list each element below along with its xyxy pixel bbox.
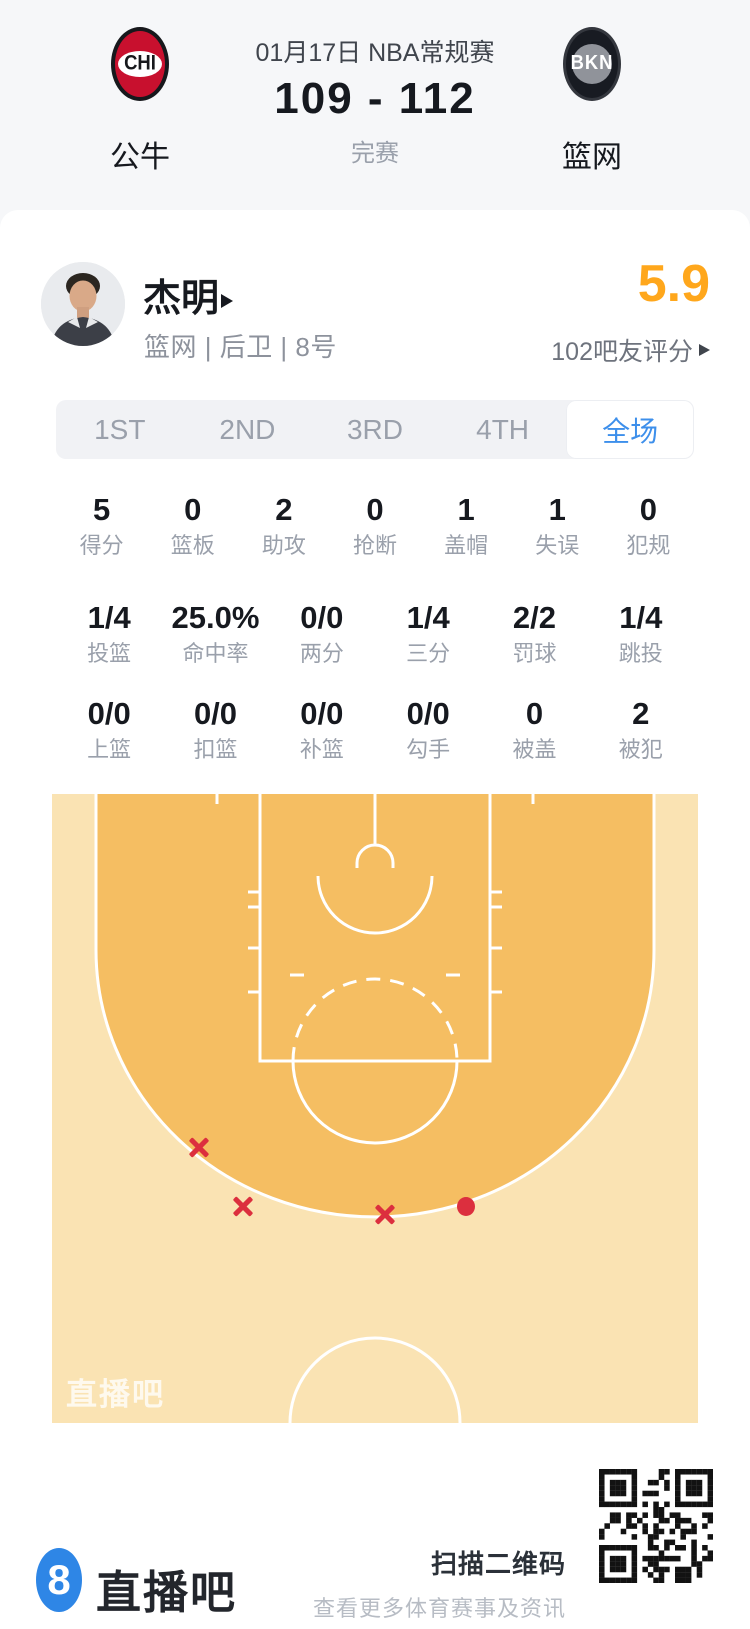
tab-2nd[interactable]: 2ND [219, 413, 276, 445]
bkn-logo-ball [572, 44, 612, 84]
shot-markers-layer [52, 794, 698, 1423]
stat-jumpshot: 1/4 跳投 [618, 600, 663, 667]
home-team-abbr: CHI [124, 51, 156, 75]
stat-3pt: 1/4 三分 [406, 600, 451, 667]
match-date-title: 01月17日 NBA常规赛 [255, 39, 495, 67]
stats-row-shooting: 1/4 投篮 25.0% 命中率 0/0 两分 1/4 三分 2/2 罚球 1/4 跳投 [56, 601, 694, 667]
qr-code [599, 1469, 714, 1584]
player-avatar [41, 262, 125, 346]
qr-subtitle: 查看更多体育赛事及资讯 [312, 1596, 566, 1621]
stat-fg-pct: 25.0% 命中率 [171, 600, 260, 667]
stat-assists: 2 助攻 [261, 492, 306, 559]
rating-votes-label: 102吧友评分 [551, 338, 693, 366]
tab-full-game[interactable]: 全场 [566, 400, 694, 459]
stat-2pt: 0/0 两分 [299, 600, 344, 667]
stat-hook: 0/0 勾手 [406, 696, 451, 763]
missed-shot-marker [187, 1135, 211, 1159]
tab-1st[interactable]: 1ST [94, 413, 146, 445]
court-watermark: 直播吧 [66, 1377, 165, 1412]
home-team-logo: CHI [111, 27, 169, 101]
player-name[interactable]: 杰明 [143, 278, 220, 320]
stat-ft: 2/2 罚球 [512, 600, 557, 667]
rating-arrow-icon [699, 344, 710, 356]
zhibo8-brand-name: 直播吧 [96, 1567, 238, 1618]
player-name-arrow-icon[interactable] [221, 294, 233, 308]
stat-fouls: 0 犯规 [626, 492, 671, 559]
stats-row-basic: 5 得分 0 篮板 2 助攻 0 抢断 1 盖帽 1 失误 0 犯规 [56, 493, 694, 559]
paint-lane-lines [258, 794, 492, 1063]
free-throw-circle-dashed [291, 977, 459, 1062]
player-stats-card: 杰明 篮网 | 后卫 | 8号 5.9 102吧友评分 1ST 2ND 3RD … [0, 210, 750, 1629]
match-status: 完赛 [351, 140, 399, 167]
stats-row-shot-types: 0/0 上篮 0/0 扣篮 0/0 补篮 0/0 勾手 0 被盖 2 被犯 [56, 697, 694, 763]
shot-chart-court: 直播吧 [52, 794, 698, 1423]
restricted-area-arc [316, 875, 434, 935]
missed-shot-marker [373, 1202, 397, 1226]
stat-dunk: 0/0 扣篮 [193, 696, 238, 763]
stat-layup: 0/0 上篮 [87, 696, 132, 763]
stat-steals: 0 抢断 [352, 492, 397, 559]
final-score: 109 - 112 [274, 74, 476, 123]
tab-4th[interactable]: 4TH [476, 413, 530, 445]
chi-logo-band [118, 51, 162, 77]
away-team-logo: BKN [563, 27, 621, 101]
zhibo8-logo-8: 8 [47, 1556, 71, 1603]
zhibo8-logo-icon: 8 [36, 1548, 82, 1612]
period-tab-bar: 1ST 2ND 3RD 4TH 全场 [56, 400, 694, 459]
qr-text-block: 扫描二维码 查看更多体育赛事及资讯 [313, 1544, 566, 1623]
stat-putback: 0/0 补篮 [299, 696, 344, 763]
player-meta: 篮网 | 后卫 | 8号 [144, 332, 337, 362]
away-team-abbr: BKN [570, 52, 614, 75]
made-shot-marker [457, 1197, 475, 1216]
player-rating: 5.9 [637, 255, 710, 313]
half-court-circle [288, 1336, 462, 1423]
away-team-name: 篮网 [562, 141, 622, 174]
stat-rebounds: 0 篮板 [170, 492, 215, 559]
stat-fg: 1/4 投篮 [87, 600, 132, 667]
home-team-name: 公牛 [110, 141, 170, 174]
rating-votes-link[interactable]: 102吧友评分 [551, 332, 710, 368]
stat-points: 5 得分 [79, 492, 124, 559]
free-throw-circle-solid [291, 1060, 459, 1145]
halfcourt-svg: 直播吧 [52, 794, 698, 1423]
lane-hash-marks [248, 890, 502, 994]
player-avatar-image [41, 262, 125, 346]
missed-shot-marker [231, 1194, 255, 1218]
stat-blocks: 1 盖帽 [444, 492, 489, 559]
qr-title: 扫描二维码 [430, 1549, 566, 1579]
stat-turnovers: 1 失误 [535, 492, 580, 559]
stat-fouled: 2 被犯 [618, 696, 663, 763]
stat-got-blocked: 0 被盖 [512, 696, 557, 763]
baseline-hash-marks [215, 794, 535, 804]
tab-3rd[interactable]: 3RD [346, 413, 403, 445]
rim-arc [355, 843, 395, 868]
